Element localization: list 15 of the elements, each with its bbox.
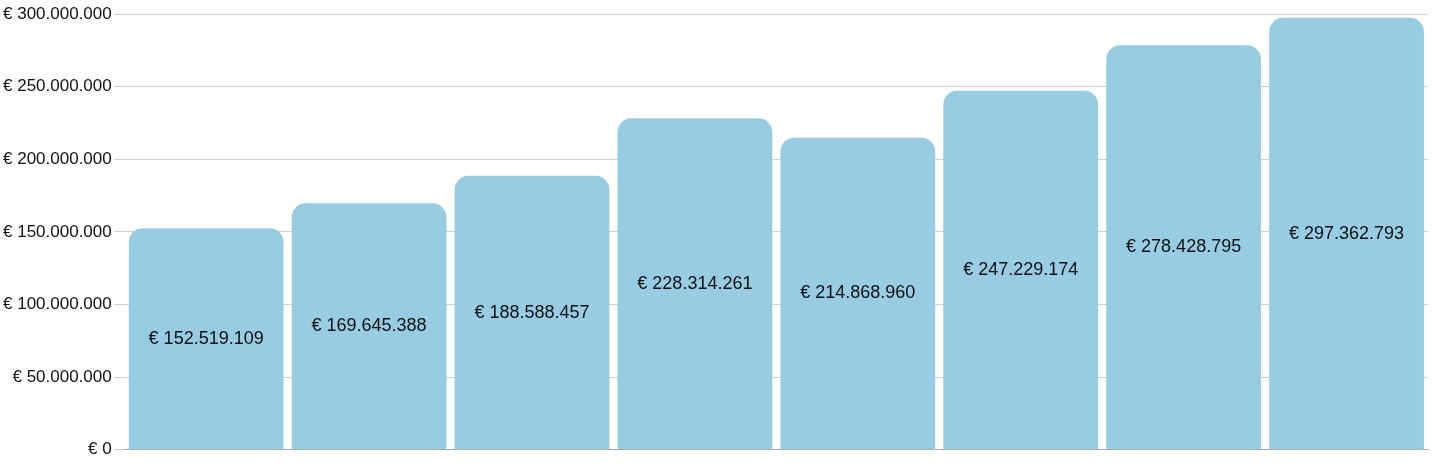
data-label: € 169.645.388 [311, 315, 427, 336]
y-tick-label: € 50.000.000 [12, 366, 112, 386]
y-tick-label: € 0 [88, 439, 112, 459]
data-label: € 297.362.793 [1288, 222, 1405, 243]
data-label: € 278.428.795 [1126, 236, 1242, 257]
y-tick-label: € 300.000.000 [3, 3, 112, 23]
data-label: € 214.868.960 [800, 282, 916, 303]
y-tick-label: € 200.000.000 [3, 148, 112, 168]
y-tick-label: € 100.000.000 [3, 294, 112, 314]
y-tick-label: € 150.000.000 [3, 221, 112, 241]
data-label: € 247.229.174 [963, 258, 1079, 279]
y-tick-label: € 250.000.000 [3, 76, 112, 96]
data-label: € 152.519.109 [148, 327, 264, 348]
data-label: € 228.314.261 [637, 272, 753, 293]
data-label: € 188.588.457 [474, 301, 590, 322]
